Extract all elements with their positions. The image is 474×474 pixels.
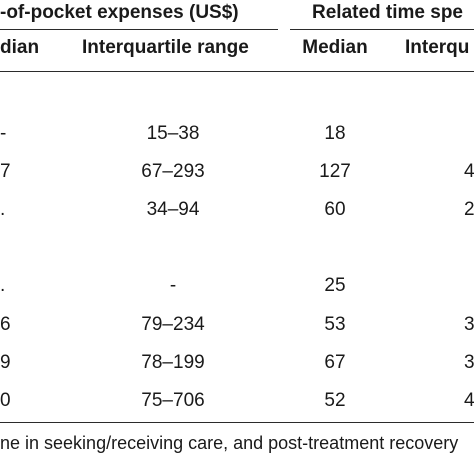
cell-median-left: 9 — [0, 352, 11, 373]
subheader-iqr-right: Interqu — [405, 37, 470, 58]
table-footnote: ne in seeking/receiving care, and post-t… — [0, 433, 459, 453]
subheader-iqr-left: Interquartile range — [82, 37, 249, 58]
cell-iqr-left: 75–706 — [141, 390, 205, 411]
cell-median-left: 7 — [0, 161, 11, 182]
cell-median-right: 18 — [324, 123, 346, 144]
group-rule-left — [0, 29, 278, 30]
cell-median-left: 0 — [0, 390, 11, 411]
cell-iqr-left: 34–94 — [146, 199, 200, 220]
cell-median-left: . — [0, 199, 6, 220]
group-rule-right — [290, 29, 474, 30]
subheader-median-right: Median — [302, 37, 368, 58]
cell-median-right: 52 — [324, 390, 346, 411]
subheader-median-left: dian — [0, 37, 40, 58]
cell-iqr-left: 15–38 — [146, 123, 200, 144]
cell-median-right: 67 — [324, 352, 346, 373]
cell-iqr-left: 79–234 — [141, 314, 205, 335]
cell-median-left: . — [0, 275, 6, 296]
cell-iqr-left: 78–199 — [141, 352, 205, 373]
table-bottom-rule — [0, 422, 474, 423]
cell-iqr-left: 67–293 — [141, 161, 205, 182]
cell-iqr-right: 2 — [464, 199, 474, 220]
cell-median-left: - — [0, 123, 7, 144]
cell-iqr-right: 3 — [464, 314, 474, 335]
cell-median-right: 25 — [324, 275, 346, 296]
cell-iqr-right: 3 — [464, 352, 474, 373]
cell-iqr-right: 4 — [464, 161, 474, 182]
cell-iqr-right: 4 — [464, 390, 474, 411]
cell-median-right: 127 — [319, 161, 351, 182]
cell-median-left: 6 — [0, 314, 11, 335]
header-rule — [0, 71, 474, 72]
group-header-time-spent: Related time spe — [312, 2, 463, 23]
cell-iqr-left: - — [169, 275, 177, 296]
cell-median-right: 53 — [324, 314, 346, 335]
cell-median-right: 60 — [324, 199, 346, 220]
group-header-out-of-pocket: -of-pocket expenses (US$) — [0, 2, 239, 23]
